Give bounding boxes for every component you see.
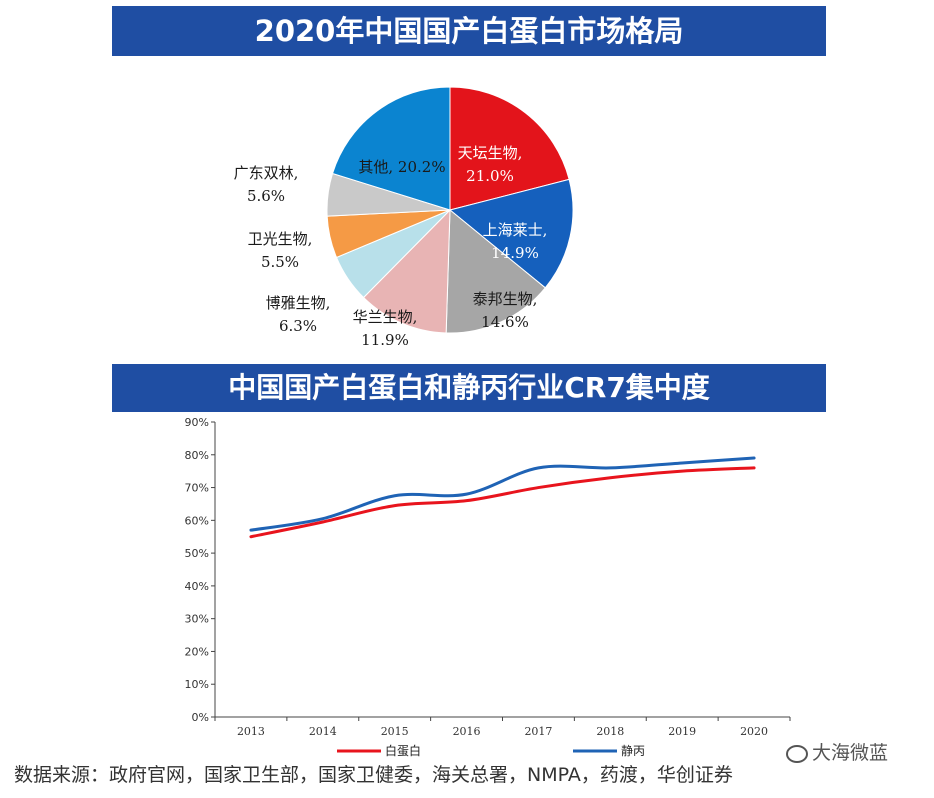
pie-label-value: 6.3% bbox=[279, 317, 317, 335]
x-tick-label: 2017 bbox=[524, 725, 552, 738]
x-tick-label: 2013 bbox=[237, 725, 265, 738]
source-note: 数据来源：政府官网，国家卫生部，国家卫健委，海关总署，NMPA，药渡，华创证券 bbox=[14, 764, 733, 786]
y-tick-label: 10% bbox=[185, 678, 209, 691]
y-tick-label: 50% bbox=[185, 547, 209, 560]
line-chart-title: 中国国产白蛋白和静丙行业CR7集中度 bbox=[112, 364, 826, 412]
pie-label-value: 11.9% bbox=[361, 331, 409, 349]
pie-label: 其他, 20.2% bbox=[358, 158, 445, 176]
pie-chart: 天坛生物, 21.0% 上海莱士, 14.9% 泰邦生物, 14.6% 华兰生物, 11.9%… bbox=[234, 86, 574, 349]
x-tick-label: 2018 bbox=[596, 725, 624, 738]
series-line-0 bbox=[249, 466, 756, 539]
pie-label-name: 华兰生物, bbox=[353, 308, 418, 326]
x-tick-label: 2019 bbox=[668, 725, 696, 738]
line-chart: 0% 10% 20% 30% 40% 50% 60% 70% 80% 90% 2013 2014 201… bbox=[185, 416, 791, 758]
x-tick-label: 2020 bbox=[740, 725, 768, 738]
x-tick-label: 2016 bbox=[453, 725, 481, 738]
pie-label-value: 14.9% bbox=[491, 244, 539, 262]
pie-slice bbox=[362, 208, 451, 334]
pie-label-value: 5.5% bbox=[261, 253, 299, 271]
pie-slice bbox=[448, 178, 574, 289]
pie-label-value: 5.6% bbox=[247, 187, 285, 205]
pie-label-name: 博雅生物, bbox=[266, 294, 331, 312]
pie-chart-title: 2020年中国国产白蛋白市场格局 bbox=[112, 6, 826, 56]
y-tick-label: 0% bbox=[192, 711, 209, 724]
pie-label-name: 上海莱士, bbox=[483, 221, 548, 239]
x-tick-label: 2015 bbox=[381, 725, 409, 738]
watermark-text: 大海微蓝 bbox=[812, 742, 889, 764]
legend-label: 静丙 bbox=[621, 744, 645, 758]
x-tick-label: 2014 bbox=[309, 725, 337, 738]
pie-slice bbox=[445, 208, 546, 334]
y-tick-label: 20% bbox=[185, 645, 209, 658]
pie-slice bbox=[331, 86, 451, 211]
pie-label-name: 卫光生物, bbox=[248, 230, 313, 248]
y-tick-label: 40% bbox=[185, 580, 209, 593]
pie-label-name: 泰邦生物, bbox=[473, 290, 538, 308]
pie-label-value: 21.0% bbox=[466, 167, 514, 185]
y-tick-label: 60% bbox=[185, 514, 209, 527]
pie-label-name: 广东双林, bbox=[234, 164, 299, 182]
y-tick-label: 90% bbox=[185, 416, 209, 429]
wechat-icon bbox=[786, 744, 808, 763]
y-tick-label: 30% bbox=[185, 613, 209, 626]
legend-label: 白蛋白 bbox=[385, 743, 421, 758]
pie-slice bbox=[449, 86, 570, 211]
watermark: 大海微蓝 bbox=[786, 738, 888, 765]
series-line-1 bbox=[249, 456, 756, 532]
y-tick-label: 80% bbox=[185, 449, 209, 462]
y-tick-label: 70% bbox=[185, 482, 209, 495]
pie-label-value: 14.6% bbox=[481, 313, 529, 331]
pie-label-name: 天坛生物, bbox=[458, 144, 523, 162]
